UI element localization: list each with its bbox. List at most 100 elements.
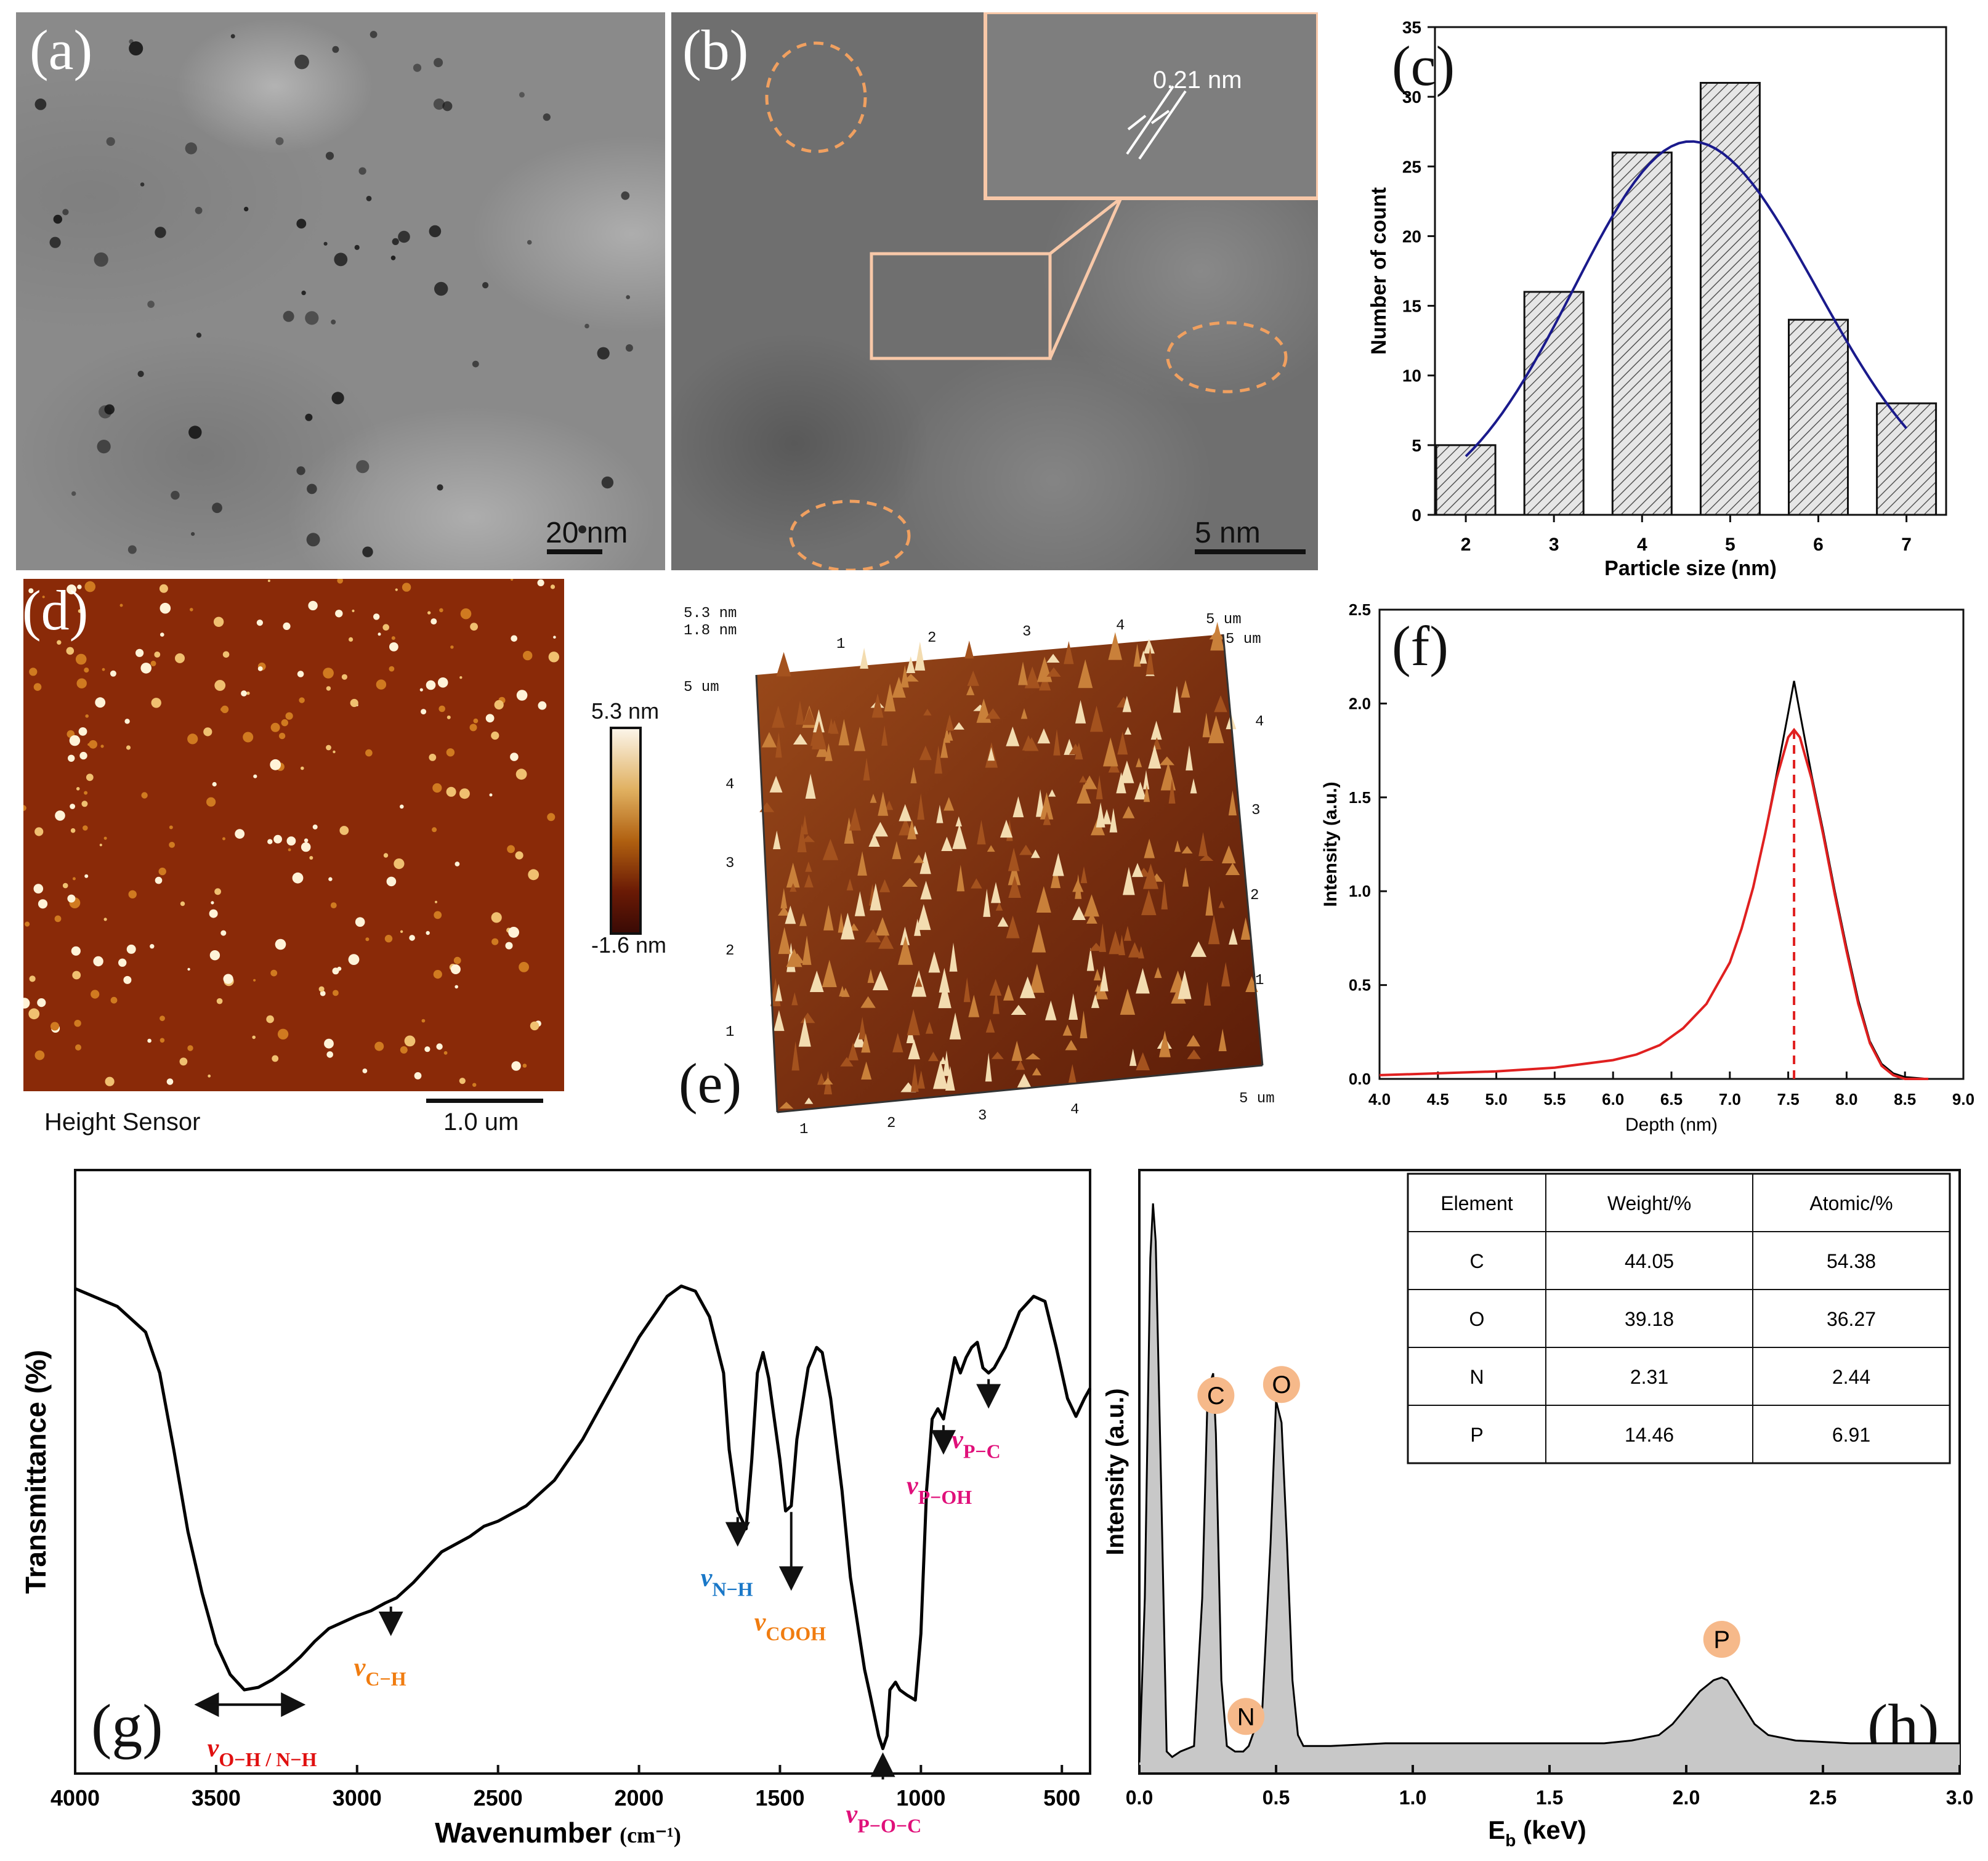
afm-peak (813, 709, 825, 733)
y-tick-label: 25 (1402, 157, 1421, 176)
x-tick-label: 1000 (896, 1785, 945, 1811)
afm-feature (110, 996, 118, 1004)
afm-peak (1120, 761, 1134, 783)
afm-peak (1146, 647, 1155, 675)
x-tick-label: 2 (1461, 535, 1471, 555)
afm-peak (1148, 745, 1162, 769)
afm-feature (84, 791, 88, 795)
plot-frame-g (74, 1169, 1091, 1775)
afm-feature (548, 652, 559, 663)
afm-feature (459, 1078, 466, 1084)
nanoparticle (244, 206, 249, 212)
afm-feature (220, 930, 227, 936)
afm-feature (328, 877, 333, 881)
nanoparticle (196, 333, 202, 338)
nanoparticle (331, 392, 344, 405)
afm-feature (473, 718, 479, 724)
afm-feature (66, 647, 75, 655)
scale-bar-b-label: 5 nm (1195, 517, 1261, 549)
afm-feature (135, 648, 144, 657)
plot-frame-c (1434, 26, 1947, 516)
afm-peak (761, 732, 777, 748)
afm-peak (1099, 923, 1106, 952)
afm-feature (253, 774, 257, 778)
afm-feature (147, 1038, 152, 1043)
y-tick-label: 0 (1412, 506, 1421, 525)
band-annotation: vO−H / N−H (208, 1734, 317, 1770)
x-tick-label: 2500 (474, 1785, 523, 1811)
afm-peak (971, 878, 982, 889)
tem-a-particles (34, 31, 633, 557)
afm-feature (553, 636, 556, 639)
afm-feature (528, 869, 539, 881)
afm-peak (1143, 770, 1150, 789)
afm-peak (772, 705, 785, 728)
afm-feature (376, 679, 387, 690)
table-cell: 14.46 (1625, 1424, 1674, 1446)
afm-feature (538, 701, 547, 710)
afm-feature (404, 1035, 416, 1047)
afm-peak (940, 1056, 947, 1064)
nanoparticle (527, 240, 532, 245)
x-tick-label: 2000 (615, 1785, 664, 1811)
x-tick-label: 7.0 (1719, 1090, 1741, 1108)
afm-peak (1077, 784, 1091, 804)
afm-peak (884, 684, 896, 712)
nanoparticle (482, 282, 489, 289)
afm-feature (95, 697, 106, 708)
afm-peak (822, 1078, 833, 1084)
afm-feature (391, 636, 395, 640)
afm-peak (1202, 713, 1211, 738)
afm-feature (266, 1015, 274, 1023)
afm-peak (1053, 729, 1061, 756)
afm-peak (913, 854, 924, 863)
afm-feature (409, 935, 415, 941)
peak-label: O (1272, 1371, 1291, 1399)
afm-peak (791, 992, 798, 1006)
afm-feature (297, 671, 304, 677)
afm-peak (1096, 802, 1105, 828)
afm-top-tick-1: 1 (836, 636, 845, 653)
afm-feature (320, 990, 326, 996)
afm-e-front-edge (777, 1064, 1263, 1113)
lattice-fringe-marker (1126, 85, 1187, 160)
afm-feature (23, 805, 26, 811)
x-tick-label: 8.5 (1894, 1090, 1916, 1108)
afm-feature (214, 680, 226, 691)
afm-peak (1181, 680, 1190, 698)
afm-feature (72, 971, 81, 980)
afm-feature (400, 930, 403, 933)
afm-peak (786, 948, 802, 967)
afm-peak (1050, 865, 1061, 889)
afm-feature (118, 958, 127, 967)
afm-feature (286, 836, 296, 846)
zoom-connector-2 (1048, 197, 1123, 360)
afm-peak (985, 708, 1001, 719)
afm-feature (128, 890, 137, 898)
afm-feature (537, 579, 544, 586)
afm-peak (915, 642, 926, 671)
afm-feature (453, 956, 461, 964)
afm-feature (350, 698, 358, 708)
nanoparticle (305, 413, 313, 421)
afm-peak (1221, 845, 1236, 863)
afm-feature (323, 668, 334, 679)
afm-feature (434, 911, 442, 919)
afm-peak (1080, 866, 1088, 884)
nanocrystal-marker-1 (765, 41, 867, 153)
afm-peak (1136, 757, 1142, 767)
afm-peak (776, 652, 791, 677)
afm-peak (1208, 914, 1220, 945)
afm-feature (222, 651, 230, 658)
nanoparticle (442, 101, 453, 111)
x-tick-label: 5.5 (1543, 1090, 1566, 1108)
afm-peak (822, 959, 837, 987)
afm-peak (963, 977, 971, 1003)
afm-feature (435, 900, 437, 903)
afm-feature (515, 851, 523, 860)
afm-peak (1102, 809, 1112, 825)
afm-peak (987, 845, 995, 852)
afm-feature (160, 632, 164, 637)
afm-peak (955, 816, 962, 826)
afm-feature (283, 622, 291, 630)
